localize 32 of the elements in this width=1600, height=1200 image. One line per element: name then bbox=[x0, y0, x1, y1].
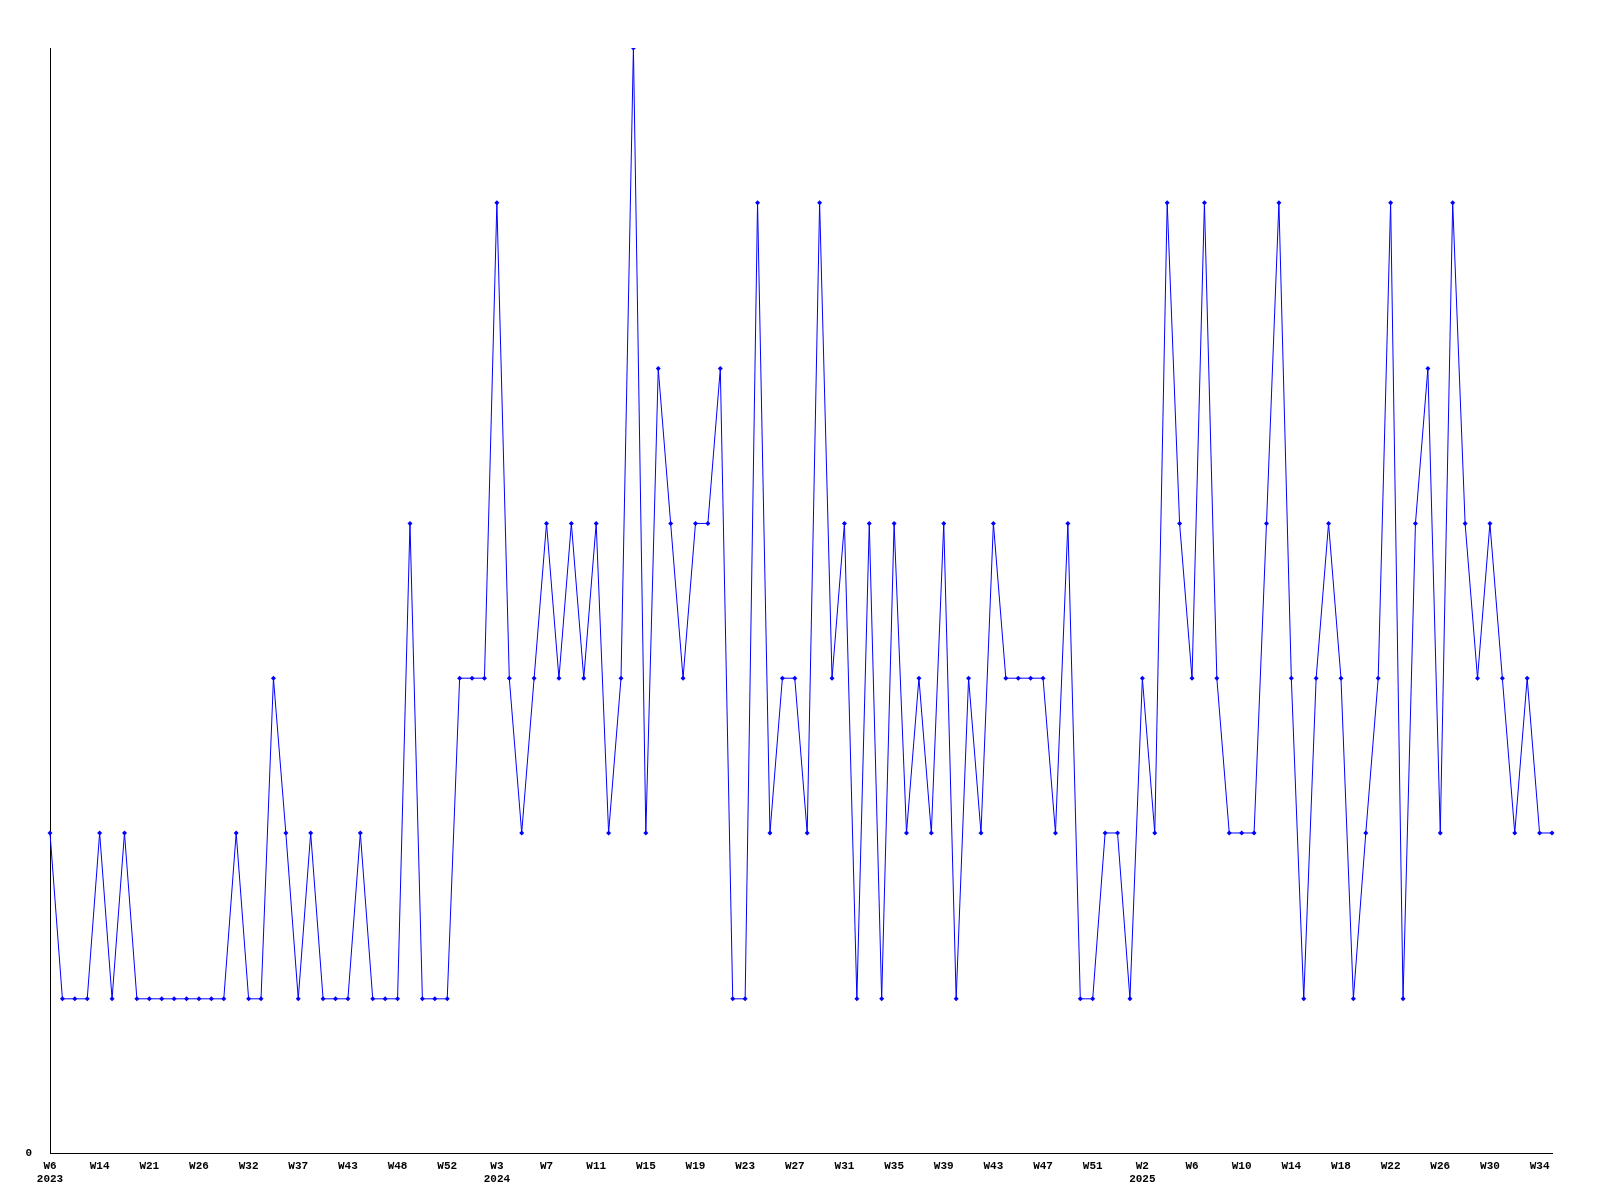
x-tick-label: W10 bbox=[1231, 1159, 1252, 1172]
x-tick-label: W3 2024 bbox=[483, 1159, 511, 1186]
x-tick-label: W7 bbox=[539, 1159, 554, 1172]
x-tick-label: W18 bbox=[1331, 1159, 1352, 1172]
x-tick-label: W15 bbox=[635, 1159, 657, 1172]
x-tick-label: W35 bbox=[884, 1159, 905, 1172]
x-tick-label: W52 bbox=[437, 1159, 458, 1172]
x-tick-label: W2 2025 bbox=[1129, 1159, 1156, 1186]
x-tick-label: W27 bbox=[784, 1159, 805, 1172]
x-tick-label: W43 bbox=[983, 1159, 1004, 1172]
x-tick-label: W14 bbox=[89, 1159, 110, 1172]
x-tick-label: W32 bbox=[238, 1159, 259, 1172]
text: 0 bbox=[25, 1147, 32, 1160]
x-tick-label: W14 bbox=[1281, 1159, 1302, 1172]
x-tick-label: W34 bbox=[1529, 1159, 1550, 1172]
x-tick-label: W26 bbox=[189, 1159, 209, 1172]
x-tick-label: W23 bbox=[735, 1159, 756, 1172]
x-tick-label: W26 bbox=[1430, 1159, 1451, 1172]
x-tick-label: W21 bbox=[139, 1159, 160, 1172]
x-tick-label: W22 bbox=[1380, 1159, 1401, 1172]
x-tick-label: W48 bbox=[387, 1159, 408, 1172]
x-tick-label: W6 2023 bbox=[36, 1159, 64, 1186]
x-tick-label: W39 bbox=[933, 1159, 954, 1172]
x-tick-label: W43 bbox=[338, 1159, 359, 1172]
x-tick-label: W31 bbox=[834, 1159, 855, 1172]
x-tick-label: W30 bbox=[1480, 1159, 1500, 1172]
x-tick-label: W19 bbox=[685, 1159, 706, 1172]
x-tick-label: W47 bbox=[1033, 1159, 1053, 1172]
x-tick-label: W6 bbox=[1185, 1159, 1199, 1172]
x-tick-label: W51 bbox=[1082, 1159, 1104, 1172]
x-tick-label: W37 bbox=[288, 1159, 309, 1172]
x-tick-label: W11 bbox=[586, 1159, 607, 1172]
